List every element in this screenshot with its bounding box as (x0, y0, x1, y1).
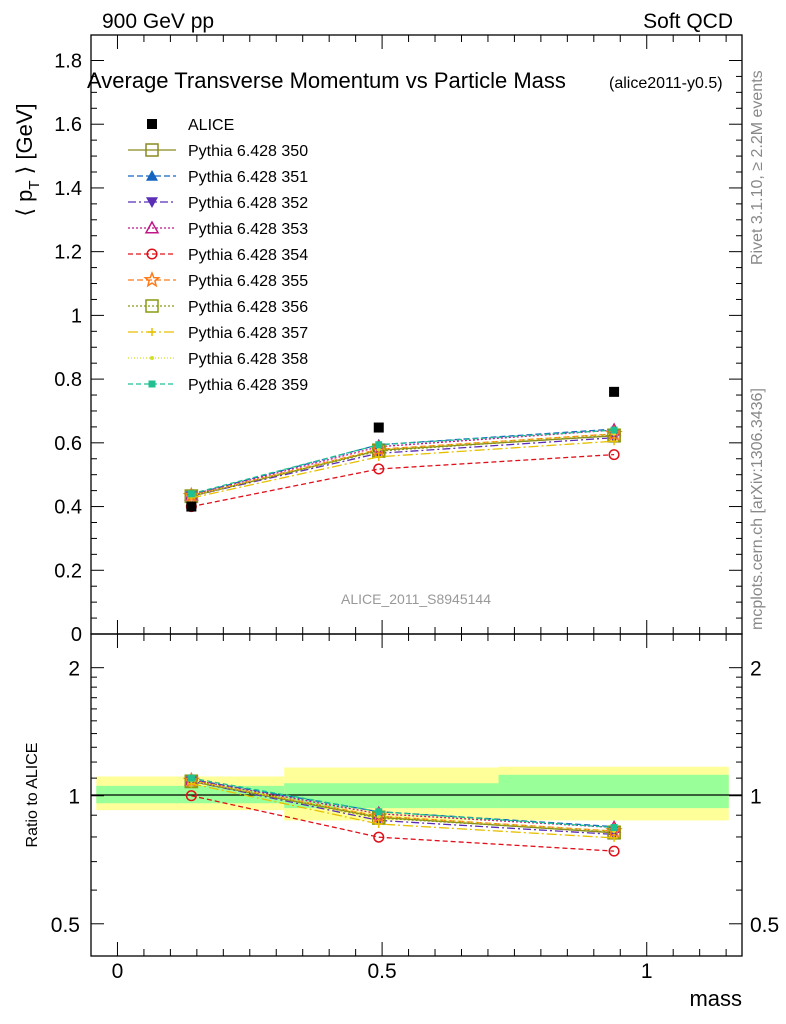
series-line-6 (191, 434, 615, 497)
legend-marker (146, 170, 158, 181)
legend-label: Pythia 6.428 353 (188, 221, 308, 238)
ratio-y-tick-label: 1 (68, 786, 80, 809)
x-tick-label: 1 (641, 960, 653, 983)
series-point-4 (608, 449, 620, 461)
ratio-line-6 (191, 780, 615, 833)
y-tick-label: 0.2 (54, 560, 82, 582)
main-series (182, 386, 623, 513)
y-tick-label: 1.4 (54, 178, 82, 200)
data-point (609, 386, 620, 397)
legend-label: Pythia 6.428 355 (188, 273, 308, 290)
data-point (373, 422, 384, 433)
y-tick-label: 0 (71, 624, 82, 646)
legend-marker (148, 380, 156, 388)
ratio-point-5 (370, 807, 388, 824)
ratio-point-9 (187, 774, 195, 782)
ratio-point-8 (376, 814, 381, 819)
series-point-8 (376, 447, 381, 452)
ratio-y-axis-label: Ratio to ALICE (24, 743, 41, 848)
legend-marker (145, 299, 159, 313)
series-point-7 (374, 452, 383, 461)
energy-label: 900 GeV pp (102, 10, 214, 33)
analysis-watermark: ALICE_2011_S8945144 (341, 591, 491, 607)
ratio-point-4 (373, 831, 385, 843)
ratio-point-7 (610, 833, 619, 842)
series-line-4 (191, 453, 615, 508)
ratio-y-tick-label-right: 1 (750, 786, 762, 809)
legend-label: Pythia 6.428 352 (188, 195, 308, 212)
legend-marker (146, 248, 158, 260)
legend-marker (144, 220, 160, 234)
x-tick-label: 0.5 (367, 960, 396, 983)
legend-marker (143, 270, 161, 288)
legend-label: Pythia 6.428 351 (188, 169, 308, 186)
legend-label: Pythia 6.428 359 (188, 377, 308, 394)
y-tick-label: 1 (71, 305, 82, 327)
ratio-frame (90, 633, 743, 957)
series-point-5 (370, 440, 388, 457)
series-point-5 (605, 424, 623, 442)
data-point (186, 501, 197, 512)
y-tick-label: 1.8 (54, 50, 82, 72)
series-point-4 (373, 463, 385, 475)
main-panel: 0 0.2 0.4 0.6 0.8 1 1.2 1.4 1.6 1.8 Average Trans… (12, 34, 743, 646)
ratio-line-2 (191, 780, 615, 836)
ratio-point-4 (185, 790, 197, 802)
ratio-point-7 (374, 820, 383, 829)
ratio-y-tick-label-right: 2 (750, 658, 762, 681)
series-point-7 (610, 437, 619, 446)
ratio-point-4 (608, 845, 620, 857)
legend-label: ALICE (188, 117, 234, 134)
main-axis-ticks: 0 0.2 0.4 0.6 0.8 1 1.2 1.4 1.6 1.8 (54, 35, 742, 646)
uncertainty-band-inner (284, 783, 499, 809)
series-line-2 (191, 437, 615, 497)
ratio-series (182, 771, 623, 857)
x-axis-label: mass (689, 986, 742, 1011)
uncertainty-band-inner (498, 774, 729, 809)
ratio-point-9 (610, 824, 618, 832)
ratio-y-tick-label-right: 0.5 (750, 914, 779, 937)
x-tick-label: 0 (112, 960, 124, 983)
legend-marker (150, 356, 154, 360)
y-tick-label: 0.8 (54, 369, 82, 391)
legend: ALICE Pythia 6.428 350 Pythia 6.428 351 Pyt… (128, 117, 308, 394)
process-label: Soft QCD (643, 10, 733, 33)
series-point-9 (610, 426, 618, 434)
legend-marker (148, 328, 156, 336)
series-point-9 (375, 441, 383, 449)
mcplots-label: mcplots.cern.ch [arXiv:1306.3436] (749, 388, 766, 630)
y-tick-label: 0.6 (54, 433, 82, 455)
legend-label: Pythia 6.428 350 (188, 143, 308, 160)
legend-label: Pythia 6.428 354 (188, 247, 308, 264)
ratio-line-8 (191, 780, 615, 832)
ratio-panel: 0.5 0.5 1 1 2 2 0 0.5 1 Ratio to ALICE mass (24, 633, 779, 1011)
ratio-line-4 (191, 795, 615, 852)
y-tick-label: 0.4 (54, 497, 82, 519)
y-axis-label: ⟨ pT ⟩ [GeV] (12, 103, 43, 216)
legend-marker (147, 119, 157, 129)
series-point-9 (187, 490, 195, 498)
ratio-line-7 (191, 782, 615, 839)
legend-marker (145, 143, 159, 157)
ratio-y-tick-label: 0.5 (51, 914, 80, 937)
legend-marker (146, 197, 158, 208)
ratio-axis-ticks: 0.5 0.5 1 1 2 2 0 0.5 1 (51, 634, 779, 983)
y-tick-label: 1.2 (54, 242, 82, 264)
ratio-y-tick-label: 2 (68, 658, 80, 681)
legend-label: Pythia 6.428 356 (188, 299, 308, 316)
chart-subtitle: (alice2011-y0.5) (609, 75, 723, 92)
y-tick-label: 1.6 (54, 114, 82, 136)
series-line-7 (191, 440, 615, 499)
chart-title: Average Transverse Momentum vs Particle … (87, 68, 566, 93)
legend-label: Pythia 6.428 357 (188, 325, 308, 342)
rivet-label: Rivet 3.1.10, ≥ 2.2M events (749, 70, 766, 265)
legend-label: Pythia 6.428 358 (188, 351, 308, 368)
ratio-line-9 (191, 777, 615, 829)
ratio-point-9 (375, 808, 383, 816)
